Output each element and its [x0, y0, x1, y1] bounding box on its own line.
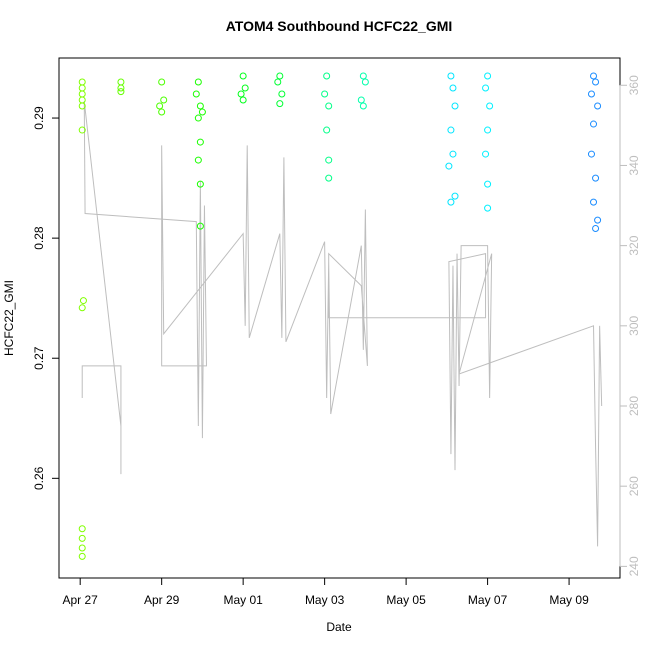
- point: [196, 180, 204, 188]
- y-tick-label: 0.29: [32, 106, 46, 130]
- point: [325, 156, 333, 164]
- point: [587, 150, 595, 158]
- y-tick-label: 0.27: [32, 346, 46, 370]
- y2-tick-label: 240: [627, 556, 641, 576]
- point: [78, 84, 86, 92]
- point: [78, 126, 86, 134]
- point: [447, 126, 455, 134]
- point: [78, 102, 86, 110]
- point: [447, 72, 455, 80]
- point: [484, 180, 492, 188]
- point: [449, 150, 457, 158]
- y2-tick-label: 360: [627, 75, 641, 95]
- point: [594, 102, 602, 110]
- point: [323, 72, 331, 80]
- point: [484, 204, 492, 212]
- point: [196, 102, 204, 110]
- point: [158, 78, 166, 86]
- point: [482, 84, 490, 92]
- point: [592, 78, 600, 86]
- x-tick-label: May 01: [223, 593, 263, 607]
- point: [117, 88, 125, 96]
- point: [78, 534, 86, 542]
- point: [325, 174, 333, 182]
- line: [81, 101, 603, 547]
- point: [359, 102, 367, 110]
- chart-title: ATOM4 Southbound HCFC22_GMI: [226, 18, 453, 34]
- y-tick-label: 0.26: [32, 466, 46, 490]
- point: [241, 84, 249, 92]
- point: [79, 297, 87, 305]
- point: [592, 174, 600, 182]
- point: [194, 156, 202, 164]
- point: [160, 96, 168, 104]
- y-tick-label: 0.28: [32, 226, 46, 250]
- point: [590, 72, 598, 80]
- x-tick-label: May 03: [305, 593, 345, 607]
- point: [158, 108, 166, 116]
- point: [323, 126, 331, 134]
- point: [78, 525, 86, 533]
- y2-tick-label: 260: [627, 476, 641, 496]
- y2-tick-label: 300: [627, 315, 641, 335]
- point: [449, 84, 457, 92]
- point: [447, 198, 455, 206]
- point: [117, 84, 125, 92]
- point: [194, 78, 202, 86]
- point: [78, 78, 86, 86]
- y2-tick-label: 340: [627, 155, 641, 175]
- point: [451, 192, 459, 200]
- y2-tick-label: 320: [627, 235, 641, 255]
- point: [274, 78, 282, 86]
- point: [239, 96, 247, 104]
- point: [156, 102, 164, 110]
- point: [484, 72, 492, 80]
- y-axis-label: HCFC22_GMI: [2, 280, 16, 356]
- point: [198, 108, 206, 116]
- point: [592, 225, 600, 233]
- point: [587, 90, 595, 98]
- point: [196, 222, 204, 230]
- point: [594, 216, 602, 224]
- x-tick-label: May 05: [386, 593, 426, 607]
- point: [78, 90, 86, 98]
- point: [117, 78, 125, 86]
- x-tick-label: May 09: [549, 593, 589, 607]
- point: [482, 150, 490, 158]
- point: [486, 102, 494, 110]
- point: [237, 90, 245, 98]
- x-tick-label: May 07: [468, 593, 508, 607]
- y2-tick-label: 280: [627, 396, 641, 416]
- point: [357, 96, 365, 104]
- point: [359, 72, 367, 80]
- point: [325, 102, 333, 110]
- x-tick-label: Apr 29: [144, 593, 180, 607]
- point: [278, 90, 286, 98]
- point: [276, 72, 284, 80]
- point: [451, 102, 459, 110]
- point: [78, 552, 86, 560]
- point: [445, 162, 453, 170]
- point: [78, 96, 86, 104]
- x-tick-label: Apr 27: [63, 593, 99, 607]
- point: [239, 72, 247, 80]
- point: [590, 198, 598, 206]
- point: [192, 90, 200, 98]
- point: [276, 100, 284, 108]
- point: [78, 544, 86, 552]
- point: [484, 126, 492, 134]
- point: [78, 304, 86, 312]
- point: [194, 114, 202, 122]
- point: [590, 120, 598, 128]
- point: [321, 90, 329, 98]
- point: [196, 138, 204, 146]
- point: [361, 78, 369, 86]
- x-axis-label: Date: [326, 620, 352, 634]
